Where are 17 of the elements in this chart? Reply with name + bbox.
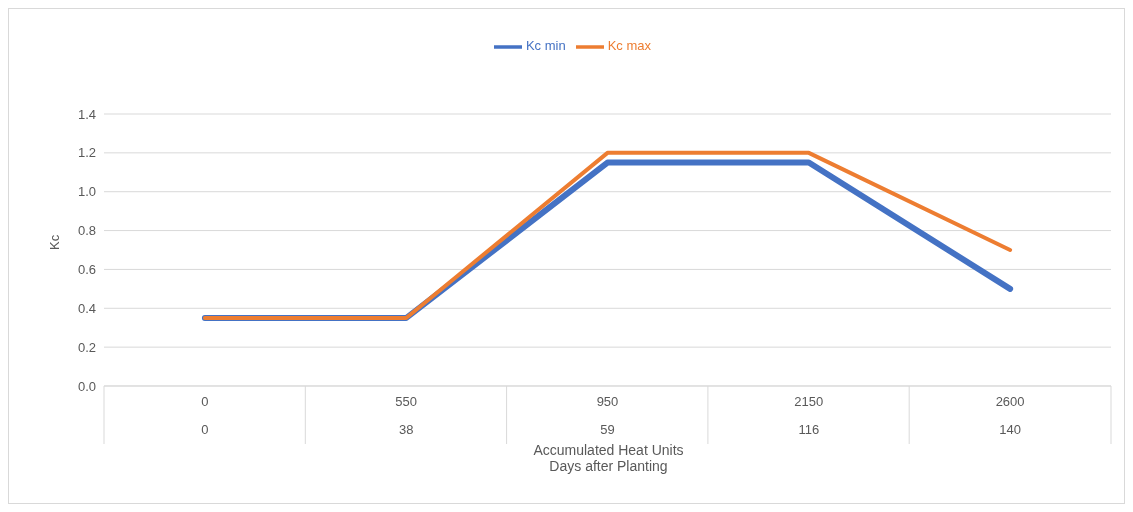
legend-label: Kc max xyxy=(607,38,652,54)
x-tick-label: 950 59 xyxy=(596,394,619,437)
y-tick-label: 0.6 xyxy=(77,262,96,278)
y-axis-title: Kc xyxy=(46,234,62,250)
legend-label: Kc min xyxy=(525,38,566,54)
y-tick-label: 0.4 xyxy=(77,300,96,316)
x-axis-title: Accumulated Heat Units Days after Planting xyxy=(532,442,685,474)
y-tick-label: 0.2 xyxy=(77,339,96,355)
y-tick-label: 0.8 xyxy=(77,223,96,239)
x-tick-label: 2600 140 xyxy=(995,394,1025,437)
y-tick-label: 1.4 xyxy=(77,106,96,122)
x-tick-label: 2150 116 xyxy=(794,394,824,437)
y-tick-label: 1.2 xyxy=(77,145,96,161)
y-tick-label: 1.0 xyxy=(77,184,96,200)
x-tick-label: 0 0 xyxy=(201,394,209,437)
y-tick-label: 0.0 xyxy=(77,378,96,394)
x-tick-label: 550 38 xyxy=(395,394,418,437)
